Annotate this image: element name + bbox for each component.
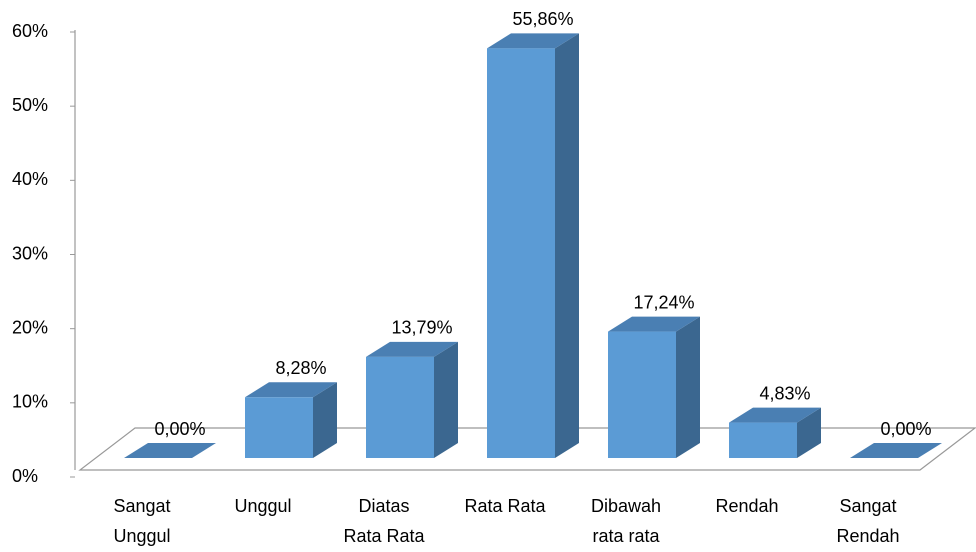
y-tick-label: 50% xyxy=(12,95,48,115)
data-label: 0,00% xyxy=(154,419,205,439)
bar-top xyxy=(608,316,700,332)
bar-side xyxy=(676,316,700,458)
x-tick-label: Rata Rata xyxy=(464,496,546,516)
x-tick-label: Rendah xyxy=(836,526,899,546)
y-tick-label: 60% xyxy=(12,21,48,41)
x-tick-label: Rata Rata xyxy=(343,526,425,546)
bar-side xyxy=(313,382,337,458)
bar xyxy=(608,331,676,458)
y-tick-label: 40% xyxy=(12,169,48,189)
bar xyxy=(245,397,313,458)
bar-top xyxy=(729,407,821,423)
x-tick-label: Dibawah xyxy=(591,496,661,516)
y-tick-label: 20% xyxy=(12,317,48,337)
x-tick-label: Sangat xyxy=(113,496,170,516)
x-tick-label: Rendah xyxy=(715,496,778,516)
x-tick-label: rata rata xyxy=(592,526,660,546)
y-tick-label: 10% xyxy=(12,392,48,412)
x-tick-label: Diatas xyxy=(358,496,409,516)
data-label: 4,83% xyxy=(759,383,810,403)
data-label: 13,79% xyxy=(391,318,452,338)
data-label: 55,86% xyxy=(512,9,573,29)
x-tick-label: Unggul xyxy=(113,526,170,546)
bar-side xyxy=(797,407,821,458)
bar xyxy=(366,356,434,458)
bar-side xyxy=(555,33,579,459)
bar-top xyxy=(850,443,942,458)
bar-top xyxy=(487,33,579,49)
bar-top xyxy=(245,382,337,398)
bar-top xyxy=(366,341,458,357)
bar-top xyxy=(124,443,216,458)
data-label: 17,24% xyxy=(633,292,694,312)
y-tick-label: 0% xyxy=(12,466,38,486)
data-label: 0,00% xyxy=(880,419,931,439)
y-tick-label: 30% xyxy=(12,243,48,263)
bar xyxy=(729,422,797,458)
bar-side xyxy=(434,341,458,458)
x-tick-label: Sangat xyxy=(839,496,896,516)
x-tick-label: Unggul xyxy=(234,496,291,516)
data-label: 8,28% xyxy=(275,358,326,378)
bar xyxy=(487,48,555,459)
